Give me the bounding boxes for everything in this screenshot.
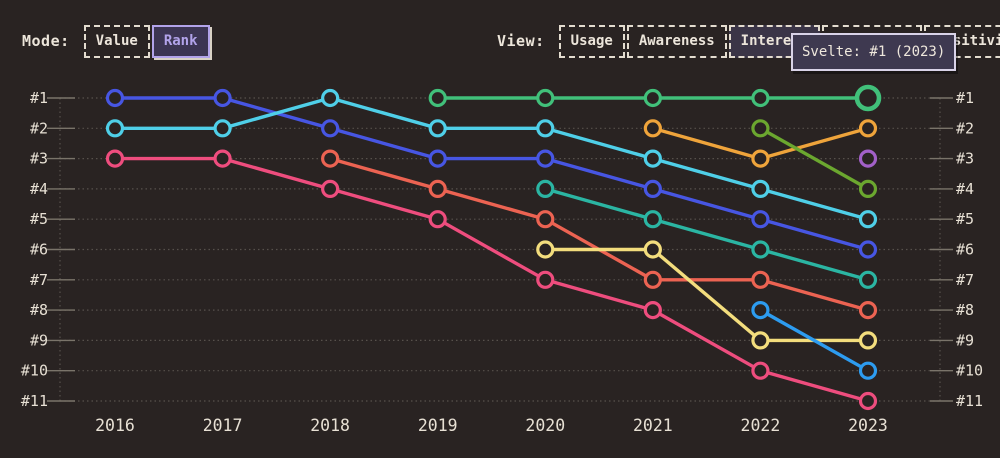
cyan-point-2022[interactable]	[751, 179, 770, 198]
indigo-point-2020[interactable]	[536, 149, 555, 168]
teal-point-2021[interactable]	[643, 210, 662, 229]
teal-line	[544, 187, 869, 282]
indigo-point-2017[interactable]	[213, 88, 232, 108]
mode-value-button[interactable]: Value	[83, 25, 150, 58]
pink-point-2017[interactable]	[213, 149, 232, 168]
rank-label-left-4: #4	[30, 180, 48, 198]
year-label-2017: 2017	[203, 416, 243, 435]
orange-point-2021[interactable]	[643, 119, 662, 138]
rank-label-right-3: #3	[956, 150, 974, 168]
green-svelte-point-2019[interactable]	[428, 88, 447, 108]
rank-label-left-10: #10	[21, 362, 48, 380]
year-label-2023: 2023	[848, 416, 888, 435]
cyan-point-2019[interactable]	[428, 119, 447, 138]
view-awareness-button[interactable]: Awareness	[626, 25, 727, 58]
rank-label-left-8: #8	[30, 301, 48, 319]
pink-point-2018[interactable]	[321, 179, 340, 198]
yellow-point-2023[interactable]	[858, 331, 878, 350]
year-label-2016: 2016	[95, 416, 135, 435]
yellow-point-2022[interactable]	[751, 331, 770, 350]
rank-label-right-11: #11	[956, 392, 983, 410]
rank-label-right-9: #9	[956, 331, 974, 349]
hover-tooltip: Svelte: #1 (2023)	[791, 33, 957, 71]
pink-point-2020[interactable]	[536, 270, 555, 289]
rank-label-right-4: #4	[956, 180, 974, 198]
rank-label-left-9: #9	[30, 331, 48, 349]
cyan-line	[115, 96, 869, 221]
rank-label-right-6: #6	[956, 241, 974, 259]
olive-green-point-2023[interactable]	[858, 179, 878, 198]
teal-point-2022[interactable]	[751, 240, 770, 259]
mode-label: Mode:	[22, 32, 70, 50]
rank-label-left-2: #2	[30, 119, 48, 137]
tooltip-text: Svelte: #1 (2023)	[802, 44, 946, 60]
green-svelte-point-2020[interactable]	[536, 88, 555, 108]
yellow-point-2020[interactable]	[536, 240, 555, 259]
coral-red-point-2019[interactable]	[428, 179, 447, 198]
olive-green-line	[759, 126, 869, 191]
coral-red-point-2018[interactable]	[321, 149, 340, 168]
olive-green-point-2022[interactable]	[751, 119, 770, 138]
coral-red-point-2022[interactable]	[751, 270, 770, 289]
light-blue-point-2022[interactable]	[751, 301, 770, 320]
light-blue-line	[759, 308, 869, 373]
rank-label-right-8: #8	[956, 301, 974, 319]
year-label-2018: 2018	[310, 416, 350, 435]
rank-label-right-1: #1	[956, 89, 974, 107]
year-label-2022: 2022	[741, 416, 781, 435]
purple-point-2023[interactable]	[858, 149, 878, 168]
teal-point-2020[interactable]	[536, 179, 555, 198]
indigo-line	[115, 96, 869, 252]
coral-red-point-2021[interactable]	[643, 270, 662, 289]
green-svelte-point-2023[interactable]	[854, 84, 882, 112]
cyan-point-2016[interactable]	[105, 119, 125, 138]
year-label-2021: 2021	[633, 416, 673, 435]
indigo-point-2019[interactable]	[428, 149, 447, 168]
year-label-2019: 2019	[418, 416, 458, 435]
view-usage-button[interactable]: Usage	[558, 25, 625, 58]
orange-point-2022[interactable]	[751, 149, 770, 168]
mode-toggle-group: Mode: Value Rank	[22, 25, 210, 58]
pink-point-2021[interactable]	[643, 301, 662, 320]
indigo-point-2021[interactable]	[643, 179, 662, 198]
rank-label-right-5: #5	[956, 210, 974, 228]
orange-point-2023[interactable]	[858, 119, 878, 138]
mode-rank-button[interactable]: Rank	[151, 25, 210, 58]
rank-label-right-10: #10	[956, 362, 983, 380]
cyan-point-2020[interactable]	[536, 119, 555, 138]
coral-red-line	[329, 156, 869, 312]
pink-point-2016[interactable]	[105, 149, 125, 168]
rank-label-left-11: #11	[21, 392, 48, 410]
cyan-point-2023[interactable]	[858, 210, 878, 229]
green-svelte-point-2021[interactable]	[643, 88, 662, 108]
year-label-2020: 2020	[525, 416, 565, 435]
view-label: View:	[497, 32, 545, 50]
pink-point-2023[interactable]	[858, 391, 878, 411]
indigo-point-2022[interactable]	[751, 210, 770, 229]
rank-label-left-3: #3	[30, 150, 48, 168]
pink-point-2019[interactable]	[428, 210, 447, 229]
teal-point-2023[interactable]	[858, 270, 878, 289]
pink-line	[115, 156, 869, 403]
light-blue-point-2023[interactable]	[858, 361, 878, 380]
yellow-point-2021[interactable]	[643, 240, 662, 259]
cyan-point-2017[interactable]	[213, 119, 232, 138]
indigo-point-2023[interactable]	[858, 240, 878, 259]
rank-label-right-2: #2	[956, 119, 974, 137]
cyan-point-2021[interactable]	[643, 149, 662, 168]
indigo-point-2016[interactable]	[105, 88, 125, 108]
coral-red-point-2023[interactable]	[858, 301, 878, 320]
cyan-point-2018[interactable]	[321, 88, 340, 108]
coral-red-point-2020[interactable]	[536, 210, 555, 229]
pink-point-2022[interactable]	[751, 361, 770, 380]
indigo-point-2018[interactable]	[321, 119, 340, 138]
rank-label-left-6: #6	[30, 241, 48, 259]
rank-label-right-7: #7	[956, 271, 974, 289]
rank-label-left-1: #1	[30, 89, 48, 107]
green-svelte-point-2022[interactable]	[751, 88, 770, 108]
rank-label-left-7: #7	[30, 271, 48, 289]
rank-label-left-5: #5	[30, 210, 48, 228]
